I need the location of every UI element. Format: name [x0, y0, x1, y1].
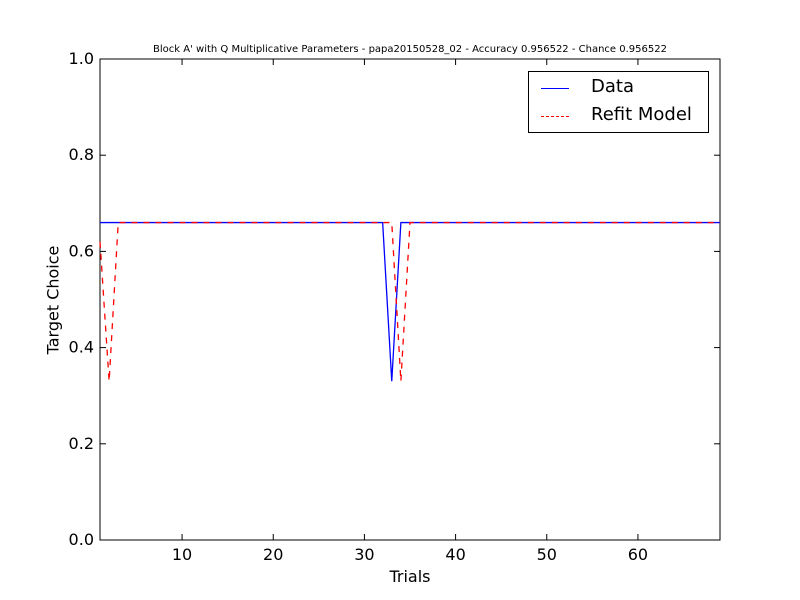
- legend-entry-refit-model: Refit Model: [529, 102, 708, 130]
- x-tick-label: 30: [354, 545, 374, 564]
- x-axis-label: Trials: [389, 567, 431, 586]
- series-group: [99, 221, 720, 382]
- axis-ticks: 10 20 30 40 50 60 0.0 0.2 0.4 0.6 0.8 1.0: [69, 49, 720, 564]
- y-tick-label: 0.0: [69, 530, 94, 549]
- legend-label-refit-model: Refit Model: [591, 104, 692, 125]
- y-tick-label: 0.2: [69, 434, 94, 453]
- x-tick-label: 10: [172, 545, 192, 564]
- chart-title: Block A' with Q Multiplicative Parameter…: [153, 44, 667, 55]
- x-tick-label: 20: [263, 545, 283, 564]
- legend-swatch-refit-model: [541, 116, 569, 117]
- x-tick-label: 50: [537, 545, 557, 564]
- legend-entry-data: Data: [529, 74, 708, 102]
- y-tick-label: 0.6: [69, 241, 94, 260]
- legend-swatch-data: [541, 88, 569, 89]
- y-axis-label: Target Choice: [43, 245, 63, 355]
- legend: Data Refit Model: [528, 71, 709, 133]
- y-tick-label: 0.8: [69, 145, 94, 164]
- series-line-refit-model: [99, 221, 720, 382]
- legend-label-data: Data: [591, 76, 634, 97]
- plot-area: [99, 58, 721, 541]
- y-tick-label: 1.0: [69, 49, 94, 68]
- x-tick-label: 40: [445, 545, 465, 564]
- x-tick-label: 60: [628, 545, 648, 564]
- y-tick-label: 0.4: [69, 338, 94, 357]
